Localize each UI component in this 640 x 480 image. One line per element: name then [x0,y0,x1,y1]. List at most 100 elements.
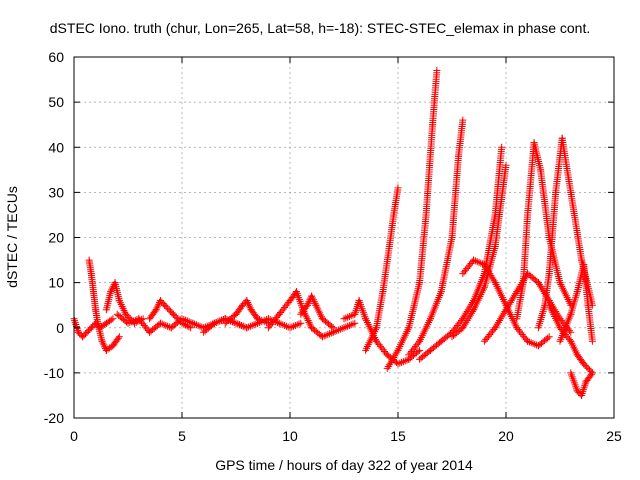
data-point [281,321,289,329]
data-point [230,318,238,326]
data-series [459,256,553,350]
y-tick-label: 50 [48,94,64,110]
y-axis-label: dSTEC / TECUs [4,186,20,288]
data-point [244,298,252,306]
data-point [486,270,494,278]
data-point [159,300,167,308]
data-point [499,311,507,319]
data-point [180,320,188,328]
data-point [74,328,82,336]
data-point [463,317,471,325]
data-point [580,384,588,392]
data-point [189,319,197,327]
data-point [386,359,394,367]
data-series [146,297,195,332]
data-point [545,333,553,341]
data-point [388,357,396,365]
data-point [183,322,191,330]
data-point [303,301,311,309]
data-point [565,327,573,335]
data-point [511,291,519,299]
data-point [537,282,545,290]
data-point [218,316,226,324]
data-point [79,333,87,341]
data-point [259,317,267,325]
data-point [581,361,589,369]
y-tick-label: -10 [44,365,64,381]
data-point [305,318,313,326]
data-point [128,318,136,326]
data-point [80,331,88,339]
data-point [396,359,404,367]
data-point [504,302,512,310]
data-point [160,321,168,329]
data-point [255,315,263,323]
data-series [545,301,596,377]
data-point [491,324,499,332]
data-point [309,296,317,304]
y-tick-label: 10 [48,275,64,291]
data-point [383,364,391,372]
data-point [71,317,79,325]
data-point [156,319,164,327]
data-series [383,67,441,372]
data-point [502,306,510,314]
data-point [129,317,137,325]
data-point [502,161,510,169]
data-point [122,310,130,318]
y-tick-label: 0 [56,320,64,336]
data-point [567,328,575,336]
data-point [158,320,166,328]
x-axis-label: GPS time / hours of day 322 of year 2014 [215,457,473,473]
data-point [459,324,467,332]
data-series [200,315,305,336]
data-point [539,286,547,294]
data-point [391,352,399,360]
data-point [275,319,283,327]
data-point [158,298,166,306]
data-point [252,320,260,328]
data-point [498,143,506,151]
data-point [171,312,179,320]
data-point [187,324,195,332]
data-series [567,369,596,399]
data-point [107,288,115,296]
data-point [513,288,521,296]
data-point [238,301,246,309]
data-point [466,311,474,319]
x-tick-label: 20 [498,428,514,444]
x-tick-label: 25 [606,428,622,444]
data-point [347,321,355,329]
data-point [399,358,407,366]
data-point [308,294,316,302]
data-point [245,323,253,331]
data-point [535,280,543,288]
data-point [306,320,314,328]
data-point [384,363,392,371]
data-point [467,309,475,317]
data-point [185,323,193,331]
data-point [382,349,390,357]
data-point [257,316,265,324]
data-point [71,319,79,327]
y-tick-label: 40 [48,139,64,155]
data-point [326,330,334,338]
data-point [295,320,303,328]
data-point [243,297,251,305]
data-point [460,322,468,330]
data-point [506,298,514,306]
data-point [304,317,312,325]
data-point [490,277,498,285]
data-point [465,313,473,321]
data-point [162,303,170,311]
data-point [288,323,296,331]
data-point [234,320,242,328]
data-point [72,321,80,329]
data-point [501,308,509,316]
data-point [575,388,583,396]
data-point [394,360,402,368]
data-point [154,302,162,310]
data-point [588,369,596,377]
data-series [556,261,596,345]
